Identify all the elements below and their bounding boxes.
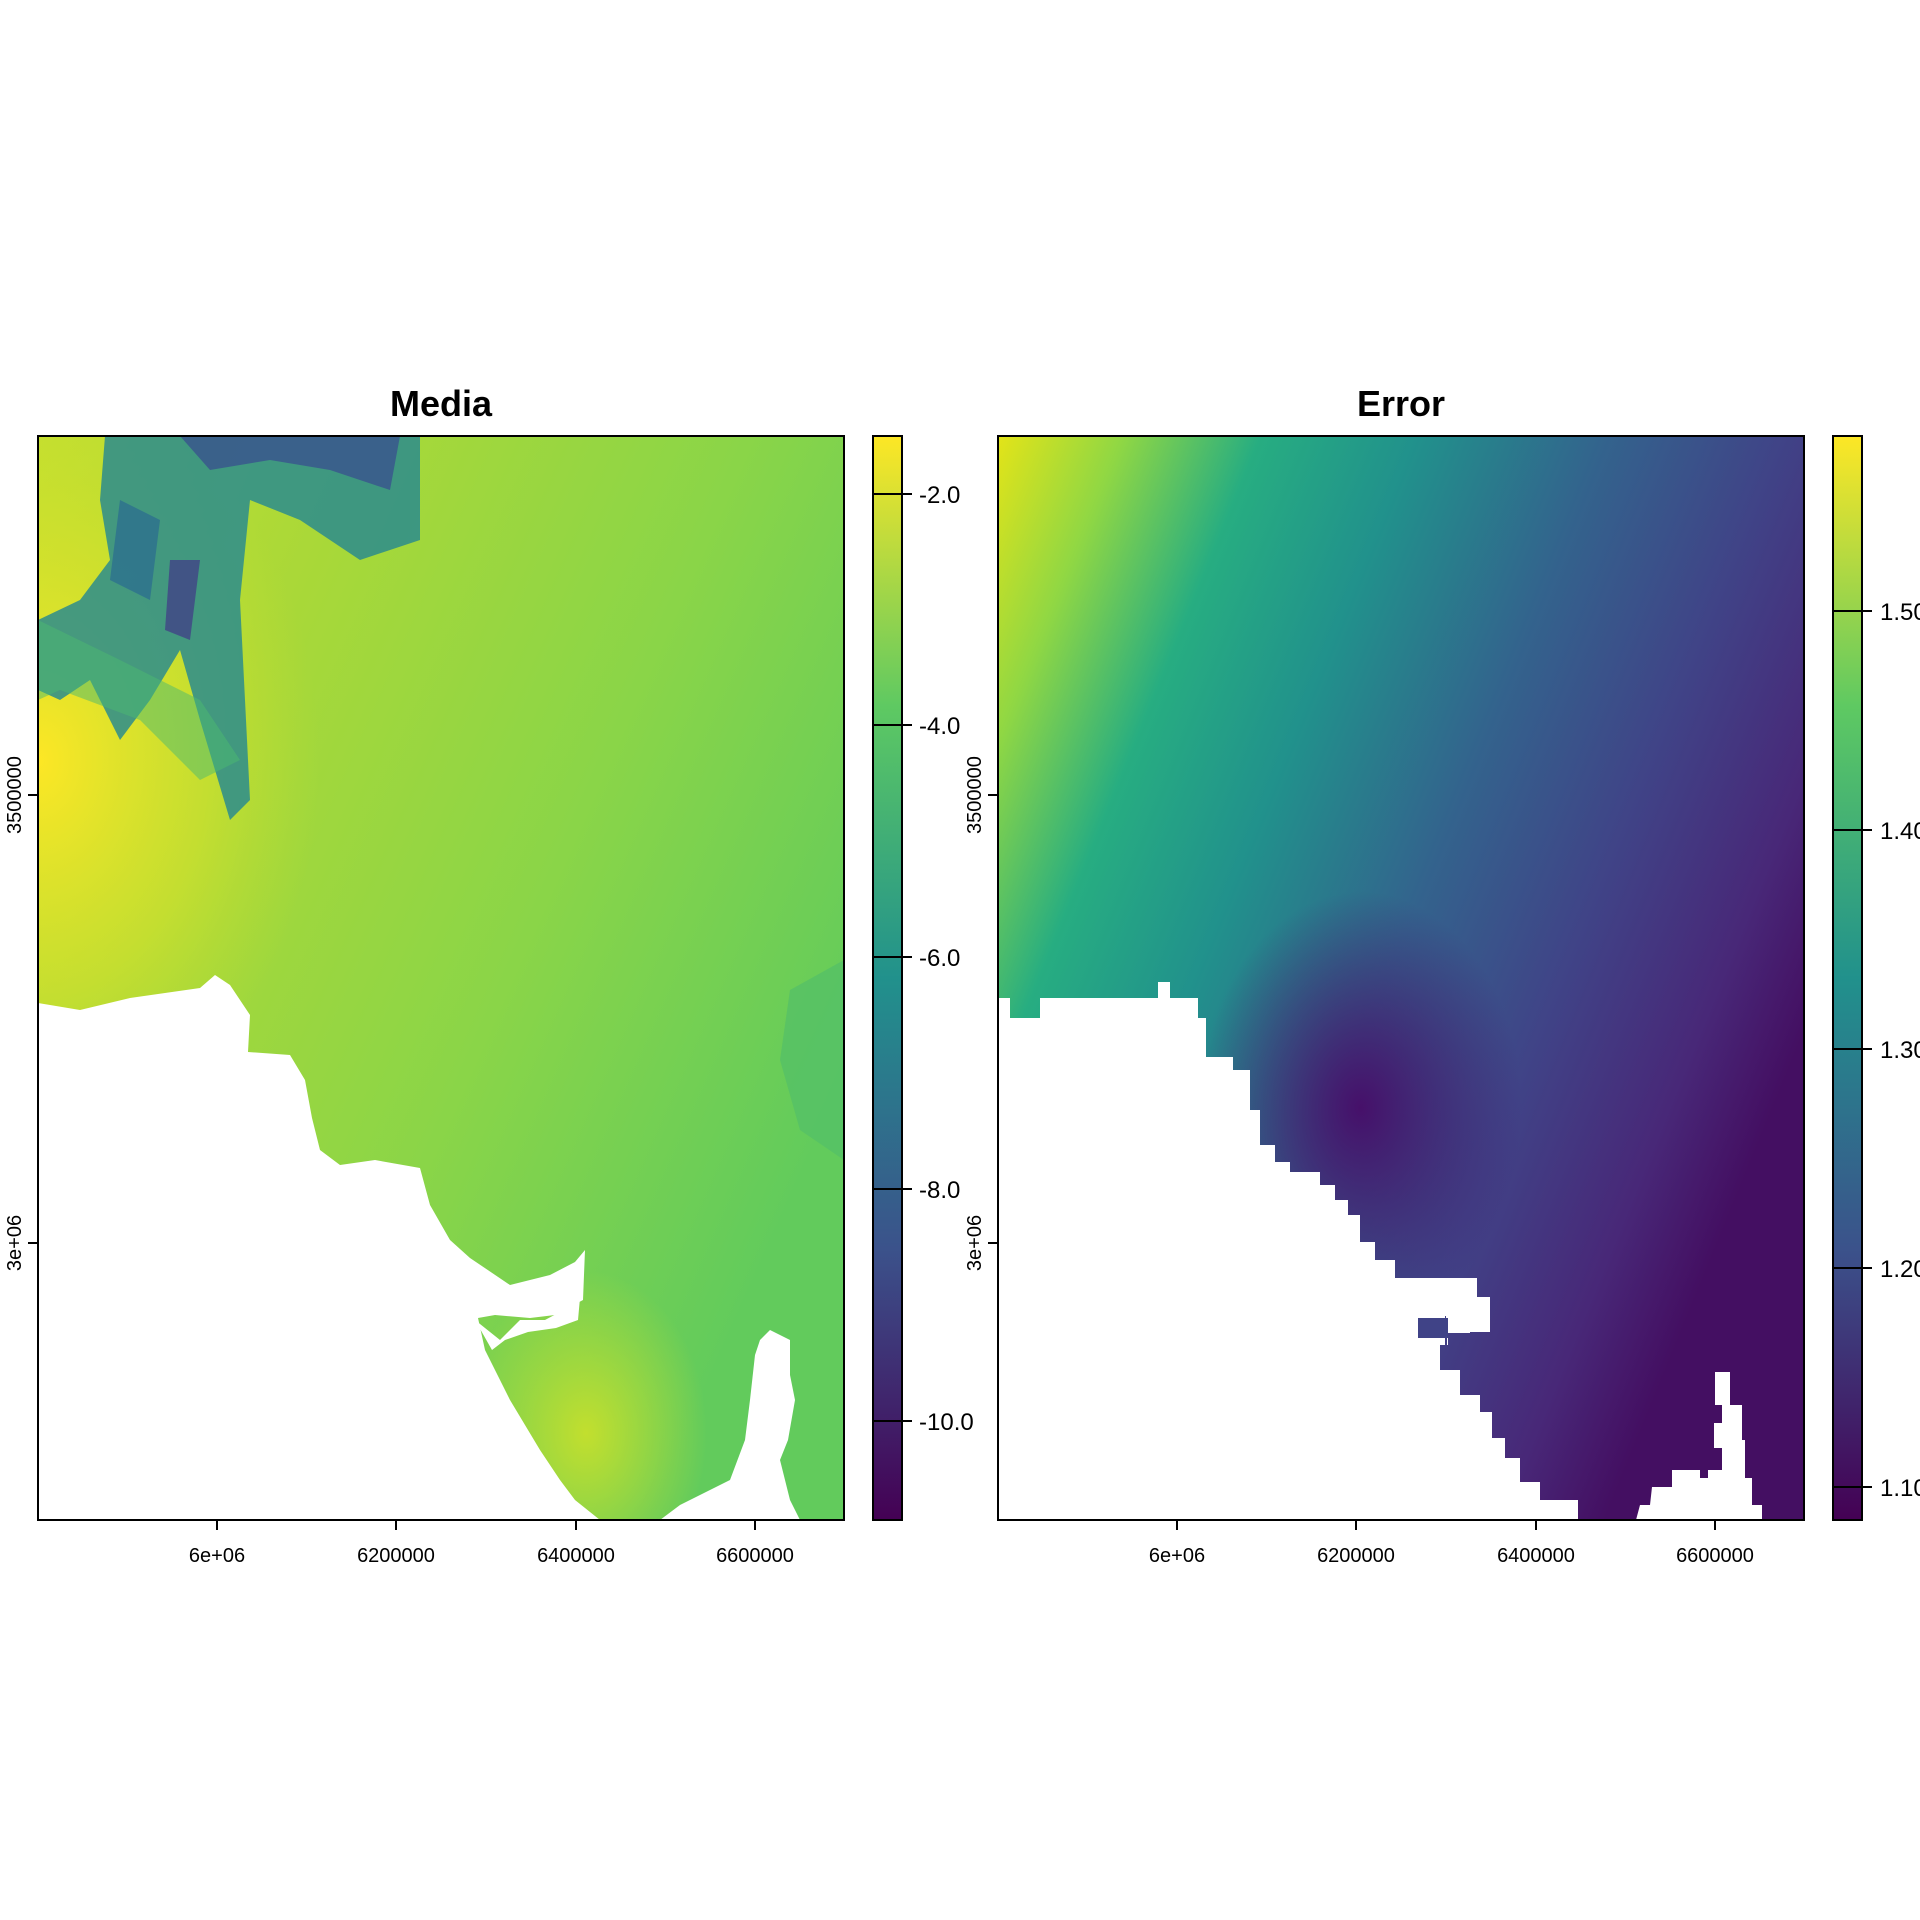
x-axis: 6e+06 6200000 6400000 6600000	[1149, 1520, 1754, 1567]
x-tick-label: 6400000	[537, 1545, 615, 1567]
map-media: Media 6e+06 6200000 64	[4, 383, 974, 1567]
colorbar: -2.0 -4.0 -6.0 -8.0 -10.0	[872, 435, 974, 1521]
y-tick-label: 3e+06	[964, 1215, 986, 1271]
y-axis: 3500000 3e+06	[4, 756, 38, 1271]
colorbar-tick-label: 1.10	[1880, 1475, 1920, 1502]
colorbar-ramp	[1832, 435, 1863, 1521]
colorbar-tick-label: -4.0	[919, 713, 960, 740]
map-frame	[997, 435, 1805, 1521]
colorbar-tick-label: -6.0	[919, 945, 960, 972]
colorbar: 1.50 1.40 1.30 1.20 1.10	[1832, 435, 1920, 1521]
colorbar-tick-label: 1.40	[1880, 818, 1920, 845]
y-tick-label: 3500000	[4, 756, 26, 834]
colorbar-tick-label: -10.0	[919, 1409, 974, 1436]
map-raster	[38, 436, 844, 1520]
colorbar-tick-label: -8.0	[919, 1177, 960, 1204]
colorbar-tick-label: -2.0	[919, 482, 960, 509]
map-raster	[998, 436, 1804, 1520]
colorbar-tick-label: 1.20	[1880, 1256, 1920, 1283]
x-tick-label: 6e+06	[189, 1545, 245, 1567]
x-tick-label: 6e+06	[1149, 1545, 1205, 1567]
map-frame	[37, 435, 845, 1521]
x-tick-label: 6200000	[357, 1545, 435, 1567]
x-tick-label: 6600000	[1676, 1545, 1754, 1567]
x-axis: 6e+06 6200000 6400000 6600000	[189, 1520, 794, 1567]
x-tick-label: 6600000	[716, 1545, 794, 1567]
colorbar-ramp	[872, 435, 903, 1521]
map-error: Error 6e+06 6200000 6400000 6600000	[964, 383, 1920, 1567]
x-tick-label: 6200000	[1317, 1545, 1395, 1567]
map-title: Media	[390, 383, 493, 424]
colorbar-tick-label: 1.30	[1880, 1037, 1920, 1064]
map-title: Error	[1357, 383, 1445, 424]
y-tick-label: 3500000	[964, 756, 986, 834]
y-axis: 3500000 3e+06	[964, 756, 998, 1271]
x-tick-label: 6400000	[1497, 1545, 1575, 1567]
colorbar-tick-label: 1.50	[1880, 599, 1920, 626]
y-tick-label: 3e+06	[4, 1215, 26, 1271]
